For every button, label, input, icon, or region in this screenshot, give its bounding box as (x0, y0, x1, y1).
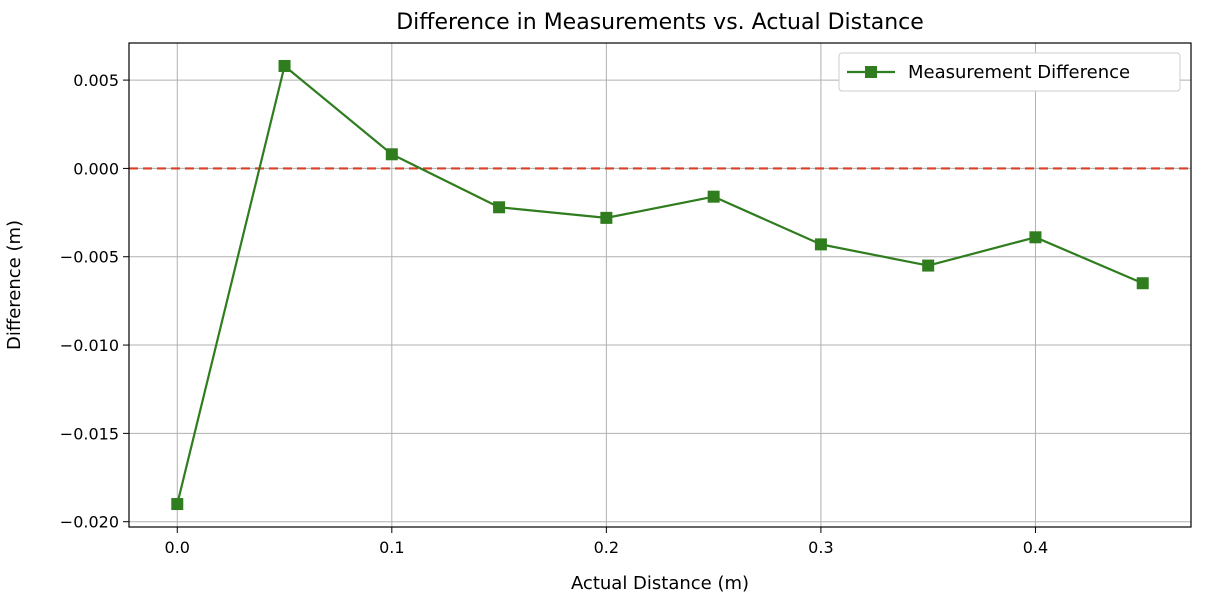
x-axis-ticks: 0.0 0.1 0.2 0.3 0.4 (165, 527, 1048, 557)
data-point-marker (278, 59, 291, 72)
y-axis-label: Difference (m) (4, 220, 25, 350)
chart-title: Difference in Measurements vs. Actual Di… (396, 10, 924, 35)
x-tick-label: 0.1 (379, 538, 404, 557)
data-markers (171, 59, 1149, 511)
data-point-marker (600, 211, 613, 224)
x-tick-label: 0.0 (165, 538, 190, 557)
legend-marker-swatch (865, 66, 877, 78)
legend-box (838, 52, 1181, 92)
data-point-marker (493, 201, 506, 214)
x-tick-label: 0.2 (594, 538, 619, 557)
x-axis-label: Actual Distance (m) (571, 573, 749, 594)
data-point-marker (1136, 277, 1149, 290)
y-tick-label: 0.005 (73, 71, 119, 90)
legend: Measurement Difference (838, 52, 1181, 92)
data-point-marker (922, 259, 935, 272)
x-tick-label: 0.3 (808, 538, 833, 557)
y-axis-ticks: 0.005 0.000 −0.005 −0.010 −0.015 −0.020 (60, 71, 129, 532)
data-point-marker (707, 190, 720, 203)
data-point-marker (385, 148, 398, 161)
data-point-marker (1029, 231, 1042, 244)
series-line (176, 64, 1144, 505)
grid (129, 43, 1191, 527)
legend-label: Measurement Difference (908, 62, 1130, 83)
y-tick-label: −0.005 (60, 248, 119, 267)
y-tick-label: −0.010 (60, 336, 119, 355)
y-tick-label: 0.000 (73, 159, 119, 178)
series-lines (176, 64, 1144, 505)
data-point-marker (171, 498, 184, 511)
y-tick-label: −0.020 (60, 513, 119, 532)
y-tick-label: −0.015 (60, 424, 119, 443)
data-point-marker (814, 238, 827, 251)
plot-frame (128, 42, 1192, 528)
x-tick-label: 0.4 (1023, 538, 1048, 557)
